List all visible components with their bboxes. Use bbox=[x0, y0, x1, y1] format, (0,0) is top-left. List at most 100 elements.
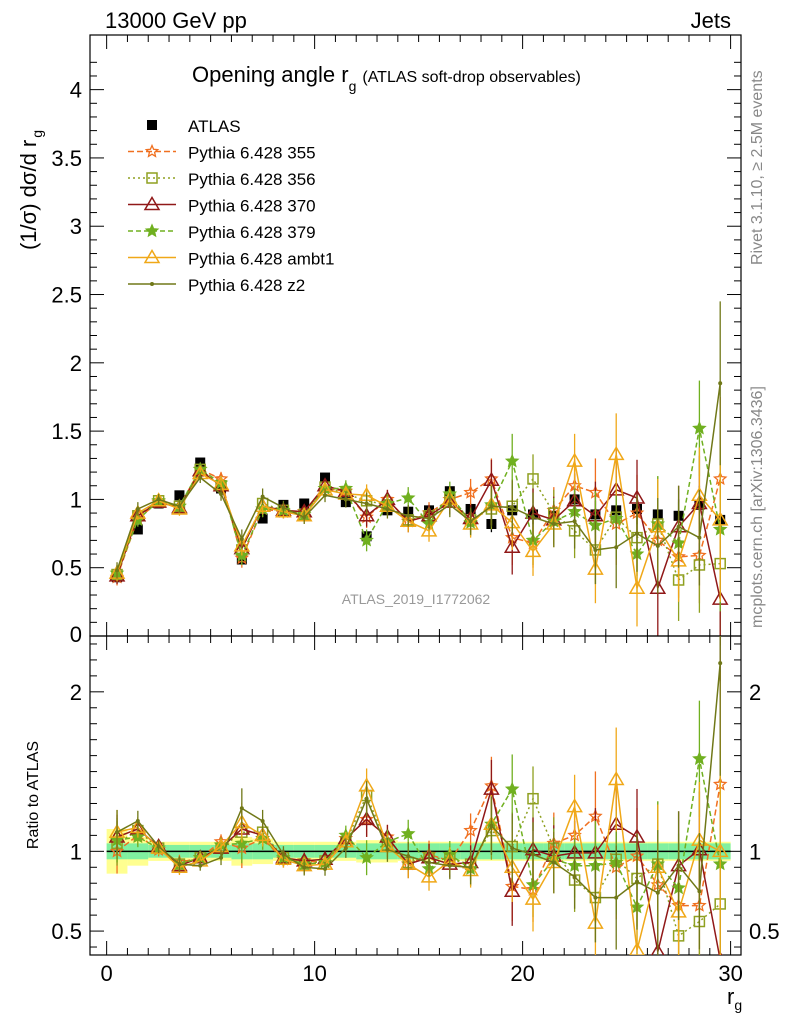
data-point-z2 bbox=[239, 537, 244, 542]
data-point-z2 bbox=[489, 504, 494, 509]
series-line-p356 bbox=[116, 468, 721, 582]
data-point-z2 bbox=[198, 475, 203, 480]
y-tick-label: 1.5 bbox=[51, 419, 82, 444]
ratio-point-z2 bbox=[676, 863, 681, 868]
chart-title: Opening angle rg (ATLAS soft-drop observa… bbox=[192, 62, 581, 94]
data-point-ambt1 bbox=[711, 511, 729, 526]
ratio-y-tick-label: 2 bbox=[70, 680, 82, 705]
ratio-point-ambt1 bbox=[150, 839, 167, 854]
data-point-z2 bbox=[364, 501, 369, 506]
data-point-z2 bbox=[385, 506, 390, 511]
series-p370 bbox=[108, 448, 729, 682]
legend-marker-p370 bbox=[143, 196, 161, 211]
ratio-point-z2 bbox=[697, 889, 702, 894]
data-point-ATLAS bbox=[132, 524, 143, 535]
ratio-y-axis-label-text: Ratio to ATLAS bbox=[25, 741, 42, 849]
ratio-point-z2 bbox=[219, 855, 224, 860]
data-point-z2 bbox=[135, 506, 140, 511]
ratio-point-z2 bbox=[468, 865, 473, 870]
y-tick-label: 0.5 bbox=[51, 556, 82, 581]
data-point-ATLAS bbox=[257, 513, 268, 524]
mcplots-label: mcplots.cern.ch [arXiv:1306.3436] bbox=[749, 386, 766, 628]
ratio-point-z2 bbox=[385, 847, 390, 852]
data-point-z2 bbox=[531, 515, 536, 520]
y-tick-label: 2 bbox=[70, 351, 82, 376]
data-point-p379 bbox=[359, 532, 374, 547]
x-tick-label: 10 bbox=[302, 961, 326, 986]
data-point-ambt1 bbox=[628, 579, 646, 594]
ratio-point-z2 bbox=[364, 796, 369, 801]
y-tick-label: 4 bbox=[70, 78, 82, 103]
ratio-point-z2 bbox=[281, 852, 286, 857]
ratio-point-z2 bbox=[427, 860, 432, 865]
data-point-ambt1 bbox=[524, 542, 542, 558]
ratio-point-ambt1 bbox=[607, 771, 625, 786]
ratio-point-p379 bbox=[359, 850, 374, 865]
legend-marker-p355 bbox=[144, 143, 160, 158]
x-axis-label-sub: g bbox=[734, 997, 742, 1013]
chart-title-sub: g bbox=[349, 78, 357, 94]
data-point-z2 bbox=[510, 505, 515, 510]
data-point-z2 bbox=[302, 515, 307, 520]
data-point-z2 bbox=[323, 493, 328, 498]
ratio-point-z2 bbox=[593, 895, 598, 900]
ratio-point-ambt1 bbox=[566, 798, 583, 813]
ratio-point-z2 bbox=[260, 819, 265, 824]
y-tick-label-zero: 0 bbox=[70, 622, 82, 647]
ratio-point-z2 bbox=[489, 823, 494, 828]
y-tick-label: 3 bbox=[70, 214, 82, 239]
data-point-ambt1 bbox=[566, 452, 583, 467]
ratio-line-ambt1 bbox=[116, 779, 721, 951]
ratio-point-z2 bbox=[531, 852, 536, 857]
data-point-ambt1 bbox=[171, 500, 188, 515]
ratio-y-tick-label: 1 bbox=[70, 839, 82, 864]
data-point-z2 bbox=[551, 521, 556, 526]
ratio-point-p370 bbox=[483, 780, 500, 795]
ratio-point-p370 bbox=[650, 943, 665, 955]
data-point-z2 bbox=[655, 543, 660, 548]
series-line-p370 bbox=[116, 469, 721, 600]
ratio-point-z2 bbox=[302, 865, 307, 870]
chart-title-suffix: (ATLAS soft-drop observables) bbox=[362, 69, 580, 86]
rivet-label: Rivet 3.1.10, ≥ 2.5M events bbox=[749, 70, 766, 265]
series-line-z2 bbox=[116, 383, 721, 571]
y-tick-label: 3.5 bbox=[51, 146, 82, 171]
data-point-z2 bbox=[635, 531, 640, 536]
data-point-z2 bbox=[343, 497, 348, 502]
data-point-z2 bbox=[593, 547, 598, 552]
data-point-z2 bbox=[406, 513, 411, 518]
data-point-z2 bbox=[177, 504, 182, 509]
data-point-z2 bbox=[697, 535, 702, 540]
x-tick-label: 30 bbox=[718, 961, 742, 986]
data-point-z2 bbox=[676, 524, 681, 529]
data-point-z2 bbox=[447, 502, 452, 507]
legend-label-p379: Pythia 6.428 379 bbox=[188, 223, 316, 242]
x-tick-label: 20 bbox=[510, 961, 534, 986]
ratio-series-z2 bbox=[115, 636, 723, 955]
data-point-p355 bbox=[463, 484, 478, 499]
ratio-y-tick-label-right: 2 bbox=[749, 680, 761, 705]
ratio-point-z2 bbox=[177, 862, 182, 867]
ratio-point-p355 bbox=[463, 822, 478, 837]
header-left: 13000 GeV pp bbox=[105, 8, 247, 33]
ratio-point-p356 bbox=[527, 792, 539, 805]
ratio-point-ambt1 bbox=[275, 850, 292, 866]
legend-label-ambt1: Pythia 6.428 ambt1 bbox=[188, 250, 334, 269]
series-line-p355 bbox=[116, 468, 721, 578]
main-plot-area: 0.5 1 1.5 2 2.5 3 3.5 4 0 (1/σ) dσ/d rg Opening an… bbox=[16, 34, 742, 682]
ratio-series-p379 bbox=[109, 700, 728, 955]
ratio-y-tick-label-right: 1 bbox=[749, 839, 761, 864]
data-point-z2 bbox=[260, 494, 265, 499]
ratio-point-ambt1 bbox=[629, 941, 645, 955]
series-p356 bbox=[111, 454, 726, 646]
legend-label-p356: Pythia 6.428 356 bbox=[188, 170, 316, 189]
header-right: Jets bbox=[691, 8, 731, 33]
data-point-p379 bbox=[400, 490, 416, 505]
y-axis-label-sub: g bbox=[29, 130, 45, 138]
ratio-y-tick-label-right: 0.5 bbox=[749, 919, 780, 944]
data-point-ambt1 bbox=[607, 445, 625, 461]
ratio-line-p356 bbox=[116, 793, 721, 938]
ratio-point-z2 bbox=[510, 846, 515, 851]
